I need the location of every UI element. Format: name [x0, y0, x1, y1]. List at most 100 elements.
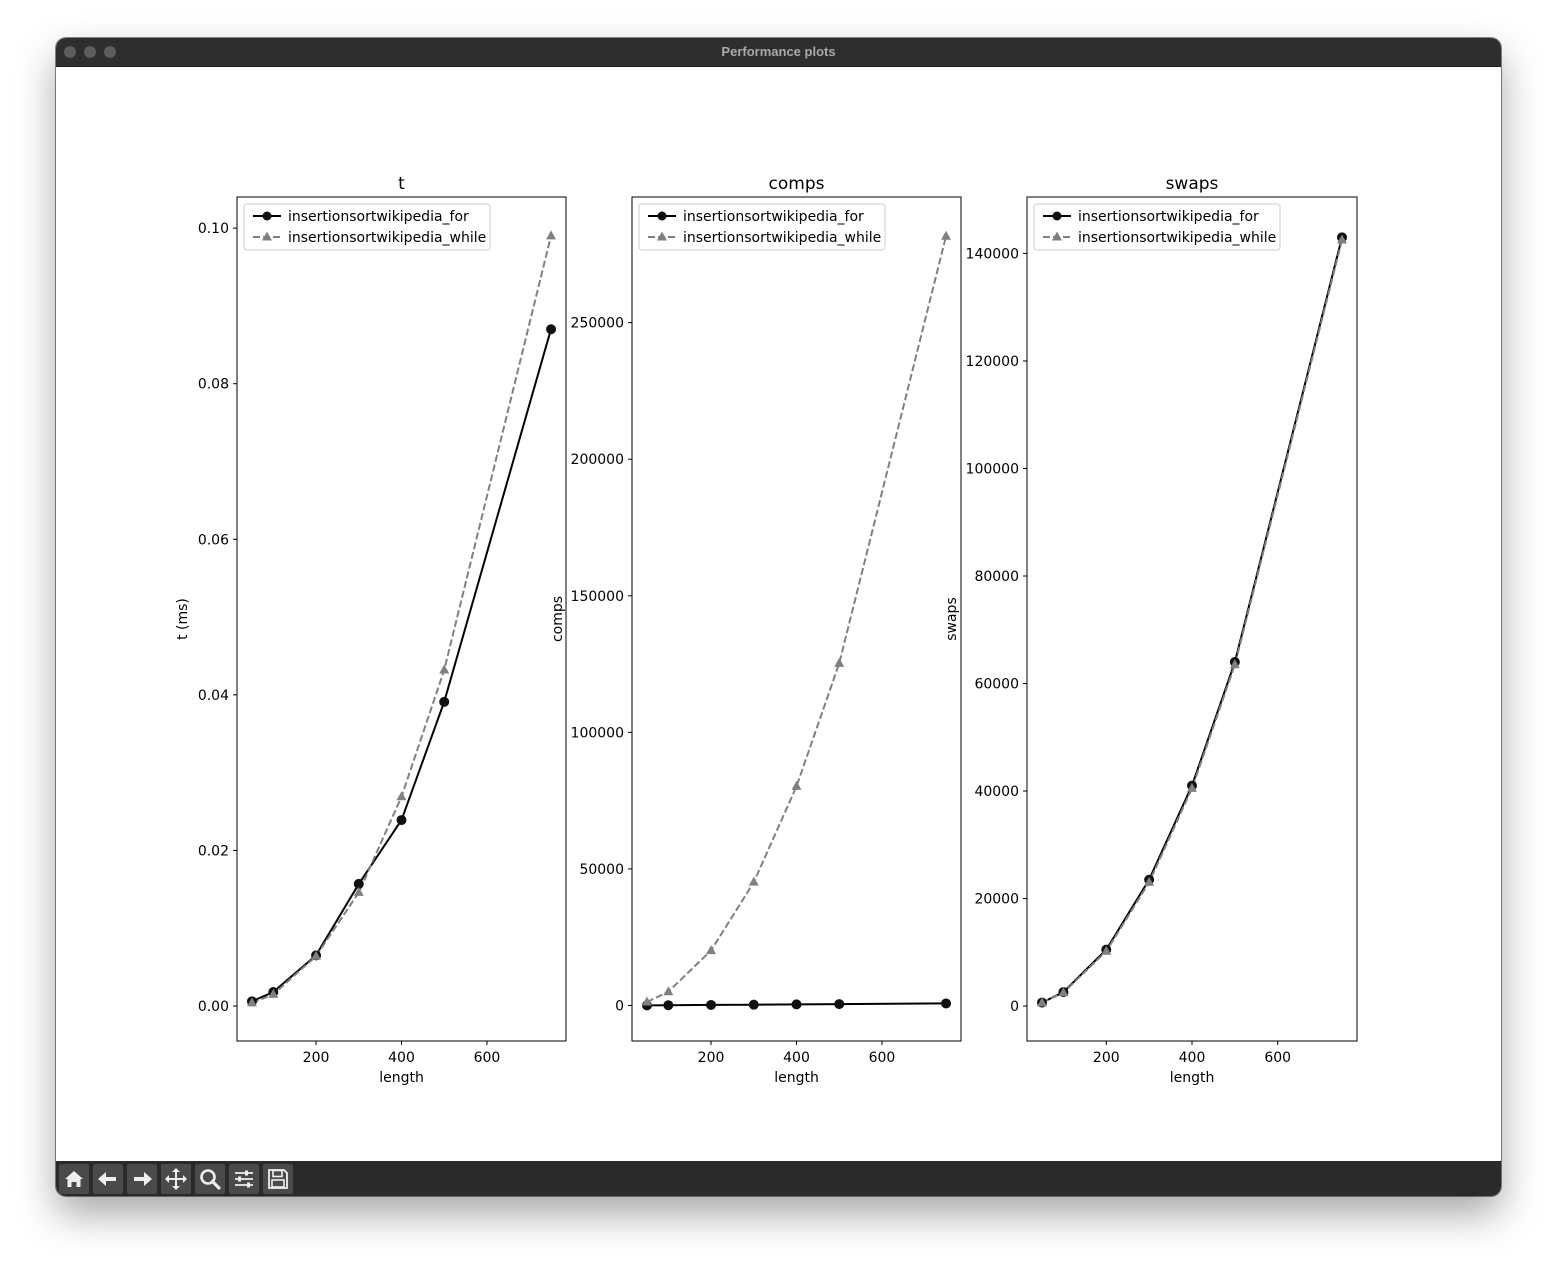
y-tick-label: 0	[1010, 999, 1019, 1015]
x-tick-label: 400	[1179, 1050, 1206, 1066]
pan-move-icon	[165, 1168, 187, 1190]
data-point-circle	[941, 998, 952, 1009]
data-point-triangle	[268, 988, 279, 998]
legend-box	[243, 203, 491, 251]
data-point-circle	[439, 696, 450, 707]
y-axis-label: t (ms)	[175, 598, 191, 640]
y-tick-label: 120000	[966, 354, 1019, 370]
figure-canvas[interactable]: t 0.00 0.02 0.04 0.06 0.08 0.10 200 400 600 length…	[56, 67, 1501, 1161]
legend-marker-triangle	[1052, 231, 1062, 241]
y-tick-label: 60000	[974, 677, 1019, 693]
data-point-triangle	[546, 230, 557, 240]
legend-label: insertionsortwikipedia_for	[1078, 209, 1259, 225]
data-point-triangle	[439, 664, 450, 674]
x-axis-label: length	[1170, 1070, 1215, 1086]
back-arrow-icon	[98, 1172, 116, 1186]
x-tick-label: 600	[1264, 1050, 1291, 1066]
x-tick-label: 200	[303, 1050, 330, 1066]
data-point-triangle	[353, 886, 364, 896]
data-point-triangle	[706, 945, 717, 955]
y-tick-label: 40000	[974, 784, 1019, 800]
legend-label: insertionsortwikipedia_while	[288, 230, 486, 246]
legend-marker-circle	[262, 211, 272, 221]
zoom-button[interactable]	[195, 1164, 225, 1194]
data-point-triangle	[1229, 659, 1240, 669]
data-point-triangle	[246, 997, 257, 1007]
data-point-triangle	[311, 950, 322, 960]
y-tick-label: 0.06	[198, 532, 229, 548]
close-window-button[interactable]	[64, 46, 76, 58]
app-window: Performance plots t 0.00 0.02 0.04 0.06 0.08 0…	[56, 38, 1501, 1196]
legend: insertionsortwikipedia_for insertionsortw…	[1033, 203, 1281, 251]
y-tick-label: 80000	[974, 569, 1019, 585]
y-tick-label: 0.10	[198, 221, 229, 237]
axes-frame	[631, 196, 962, 1042]
axes-title: swaps	[1166, 174, 1219, 194]
axes-frame	[236, 196, 567, 1042]
home-icon	[65, 1171, 83, 1187]
y-tick-label: 0.04	[198, 688, 229, 704]
data-point-triangle	[834, 657, 845, 667]
home-button[interactable]	[59, 1164, 89, 1194]
x-tick-label: 200	[1093, 1050, 1120, 1066]
axes-frame	[1026, 196, 1358, 1042]
y-tick-label: 0.00	[198, 999, 229, 1015]
x-axis-label: length	[379, 1070, 424, 1086]
minimize-window-button[interactable]	[84, 46, 96, 58]
legend-marker-triangle	[657, 231, 667, 241]
x-axis-label: length	[774, 1070, 819, 1086]
data-point-triangle	[1144, 876, 1155, 886]
y-tick-label: 100000	[966, 461, 1019, 477]
series-line-1	[646, 236, 947, 1003]
data-point-triangle	[748, 876, 759, 886]
x-tick-label: 200	[698, 1050, 725, 1066]
data-point-triangle	[663, 986, 674, 996]
subplot-2: swaps 0 20000 40000 60000 80000 100000 120000 14…	[944, 174, 1358, 1086]
pan-button[interactable]	[161, 1164, 191, 1194]
data-point-circle	[834, 999, 845, 1010]
title-bar[interactable]: Performance plots	[56, 38, 1501, 67]
axes-title: t	[398, 174, 405, 194]
data-point-triangle	[941, 230, 952, 240]
legend-label: insertionsortwikipedia_for	[683, 209, 864, 225]
y-axis-label: swaps	[944, 597, 960, 641]
back-button[interactable]	[93, 1164, 123, 1194]
y-tick-label: 250000	[571, 316, 624, 332]
x-tick-label: 400	[388, 1050, 415, 1066]
zoom-window-button[interactable]	[104, 46, 116, 58]
zoom-magnifier-icon	[200, 1169, 221, 1190]
legend: insertionsortwikipedia_for insertionsortw…	[243, 203, 491, 251]
plots-svg: t 0.00 0.02 0.04 0.06 0.08 0.10 200 400 600 length…	[175, 174, 1358, 1086]
save-button[interactable]	[263, 1164, 293, 1194]
data-point-circle	[706, 999, 717, 1010]
subplot-1: comps 0 50000 100000 150000 200000 250000 200 40…	[550, 174, 962, 1086]
y-tick-label: 0.02	[198, 843, 229, 859]
data-point-circle	[791, 999, 802, 1010]
y-tick-label: 200000	[571, 452, 624, 468]
data-point-triangle	[1101, 945, 1112, 955]
legend-label: insertionsortwikipedia_for	[288, 209, 469, 225]
data-point-triangle	[791, 780, 802, 790]
y-tick-label: 50000	[579, 862, 624, 878]
data-point-circle	[546, 324, 557, 335]
forward-arrow-icon	[134, 1172, 152, 1186]
legend-label: insertionsortwikipedia_while	[683, 230, 881, 246]
x-tick-label: 400	[783, 1050, 810, 1066]
data-point-triangle	[641, 996, 652, 1006]
data-point-triangle	[1058, 987, 1069, 997]
series-line-1	[251, 235, 552, 1004]
x-tick-label: 600	[474, 1050, 501, 1066]
window-title: Performance plots	[721, 44, 836, 59]
series-line-0	[1041, 237, 1343, 1004]
save-floppy-icon	[268, 1169, 288, 1189]
legend-marker-circle	[1052, 211, 1062, 221]
legend-box	[638, 203, 886, 251]
forward-button[interactable]	[127, 1164, 157, 1194]
y-tick-label: 0.08	[198, 377, 229, 393]
subplot-0: t 0.00 0.02 0.04 0.06 0.08 0.10 200 400 600 length…	[175, 174, 567, 1086]
legend-marker-circle	[657, 211, 667, 221]
configure-subplots-button[interactable]	[229, 1164, 259, 1194]
legend-box	[1033, 203, 1281, 251]
data-point-circle	[396, 815, 407, 826]
series-line-0	[251, 328, 552, 1003]
